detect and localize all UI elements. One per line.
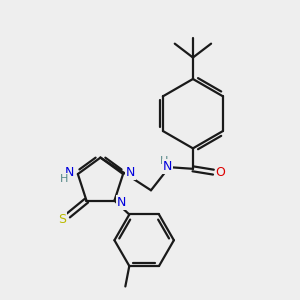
Text: H: H [160, 156, 168, 166]
Text: N: N [126, 166, 135, 179]
Text: S: S [58, 213, 66, 226]
Text: N: N [117, 196, 126, 209]
Text: N: N [65, 166, 74, 179]
Text: H: H [60, 174, 68, 184]
Text: N: N [163, 160, 172, 173]
Text: O: O [216, 166, 226, 178]
